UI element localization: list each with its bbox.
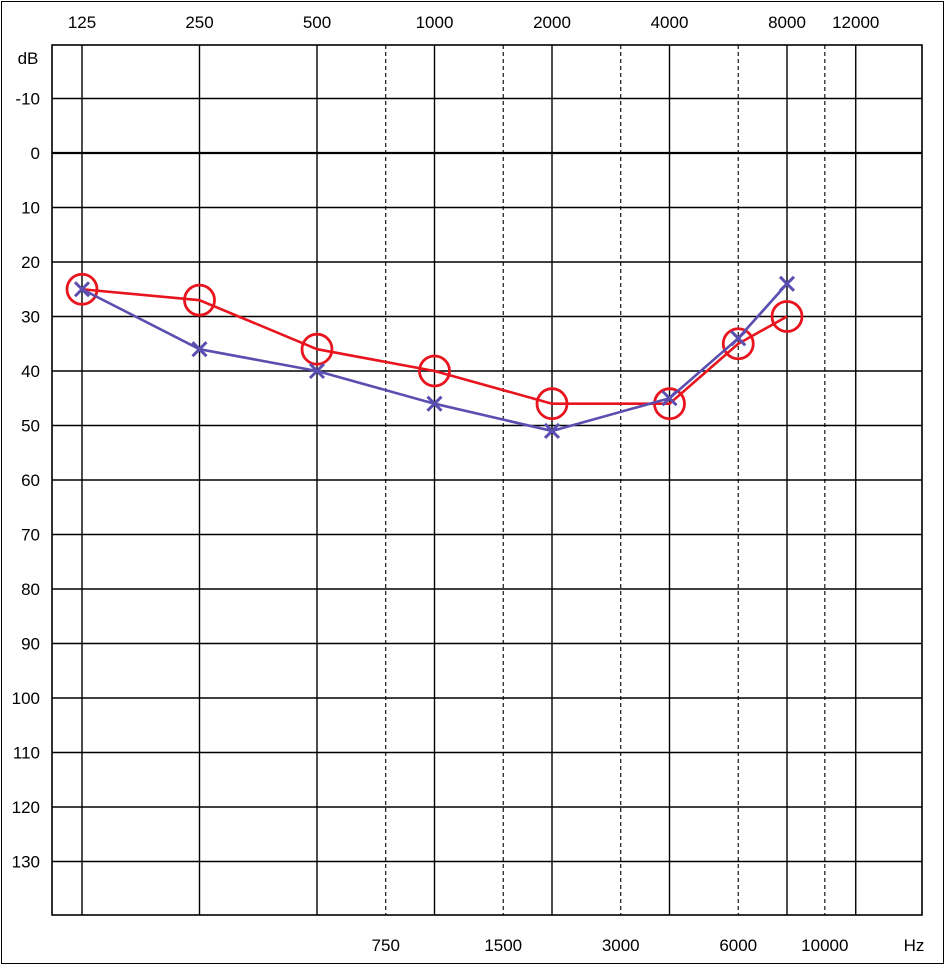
y-tick-label: 10: [21, 199, 40, 218]
y-tick-label: 30: [21, 308, 40, 327]
data-point-x: [661, 390, 678, 407]
y-tick-label: 20: [21, 253, 40, 272]
series-layer: [65, 272, 804, 440]
y-tick-label: 110: [13, 744, 40, 763]
data-point-x: [730, 330, 747, 347]
x-tick-label-top: 8000: [768, 13, 806, 32]
x-tick-label-top: 250: [185, 13, 213, 32]
x-tick-label-top: 1000: [416, 13, 454, 32]
y-tick-label: 50: [21, 417, 40, 436]
data-point-circle: [418, 354, 451, 388]
y-tick-label: 60: [21, 471, 40, 490]
data-point-x: [308, 362, 326, 380]
x-tick-label-top: 12000: [832, 13, 879, 32]
data-point-x: [73, 281, 91, 298]
tick-labels: dB Hz -10 0 10 20 30 40 50 60 70 80 90 100 110 120 130…: [12, 13, 925, 955]
data-point-circle: [721, 327, 755, 361]
grid: [51, 44, 923, 916]
series-line-x: [81, 282, 788, 433]
data-point-x: [543, 422, 561, 440]
x-axis-label: Hz: [904, 936, 925, 955]
x-tick-label-bottom: 10000: [801, 936, 848, 955]
y-tick-label: 100: [12, 689, 40, 708]
x-tick-label-bottom: 3000: [602, 936, 640, 955]
x-tick-label-top: 125: [68, 13, 96, 32]
x-tick-label-top: 500: [303, 13, 331, 32]
x-tick-label-bottom: 6000: [719, 936, 757, 955]
y-tick-label: 70: [21, 526, 40, 545]
y-tick-label: 90: [21, 635, 40, 654]
x-tick-label-top: 2000: [533, 13, 571, 32]
y-tick-label: -10: [15, 90, 40, 109]
data-point-circle: [535, 387, 569, 421]
y-tick-label: 130: [12, 853, 40, 872]
x-tick-label-bottom: 1500: [484, 936, 522, 955]
data-point-circle: [183, 283, 216, 317]
data-point-circle: [300, 332, 334, 366]
y-tick-label: 120: [12, 798, 40, 817]
data-point-circle: [770, 300, 804, 333]
y-tick-label: 80: [21, 580, 40, 599]
y-tick-label: 40: [21, 362, 40, 381]
data-point-x: [191, 341, 208, 358]
data-point-x: [778, 275, 796, 292]
x-tick-label-top: 4000: [651, 13, 689, 32]
data-point-x: [426, 395, 443, 412]
y-axis-label: dB: [18, 49, 39, 68]
y-tick-label: 0: [31, 144, 40, 163]
x-tick-label-bottom: 750: [372, 936, 400, 955]
data-point-circle: [65, 272, 99, 306]
